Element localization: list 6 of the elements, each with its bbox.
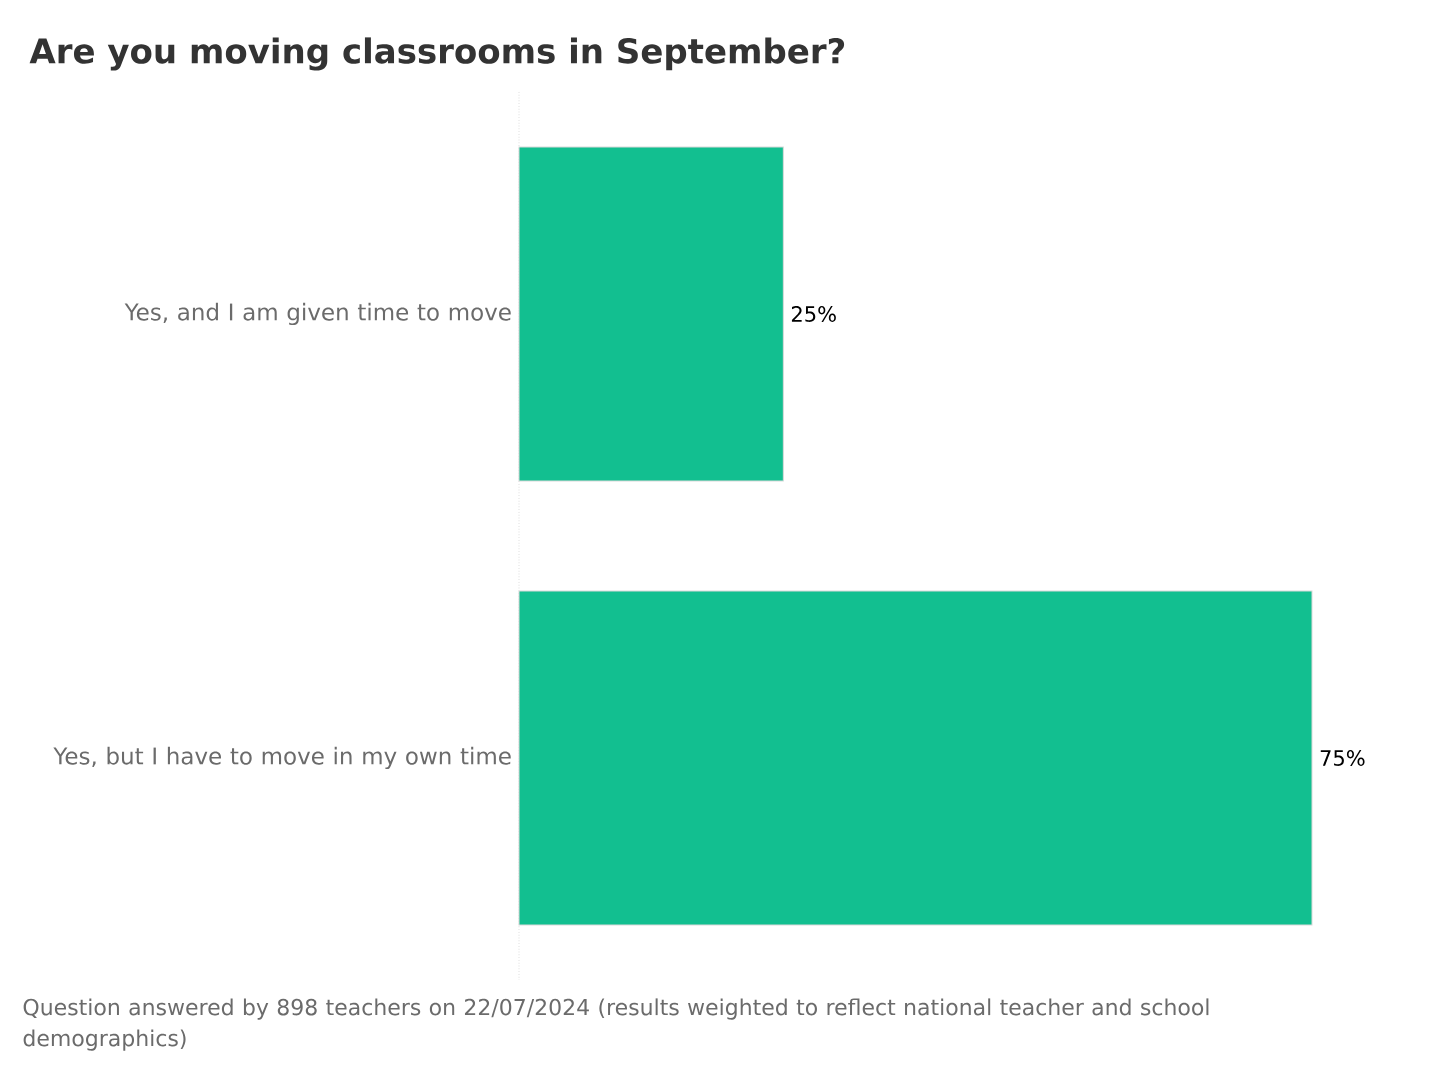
data-label: 25% (791, 306, 836, 322)
y-tick-label: Yes, but I have to move in my own time (53, 746, 511, 770)
text: Question answered by 898 teachers on 22/07/2024 (results weighted to reflect national teacher and school demographics) (23, 998, 1209, 1051)
chart-title: Are you moving classrooms in September? (29, 37, 845, 71)
data-label: 75% (1320, 750, 1365, 766)
y-tick-label: Yes, and I am given time to move (124, 302, 511, 326)
